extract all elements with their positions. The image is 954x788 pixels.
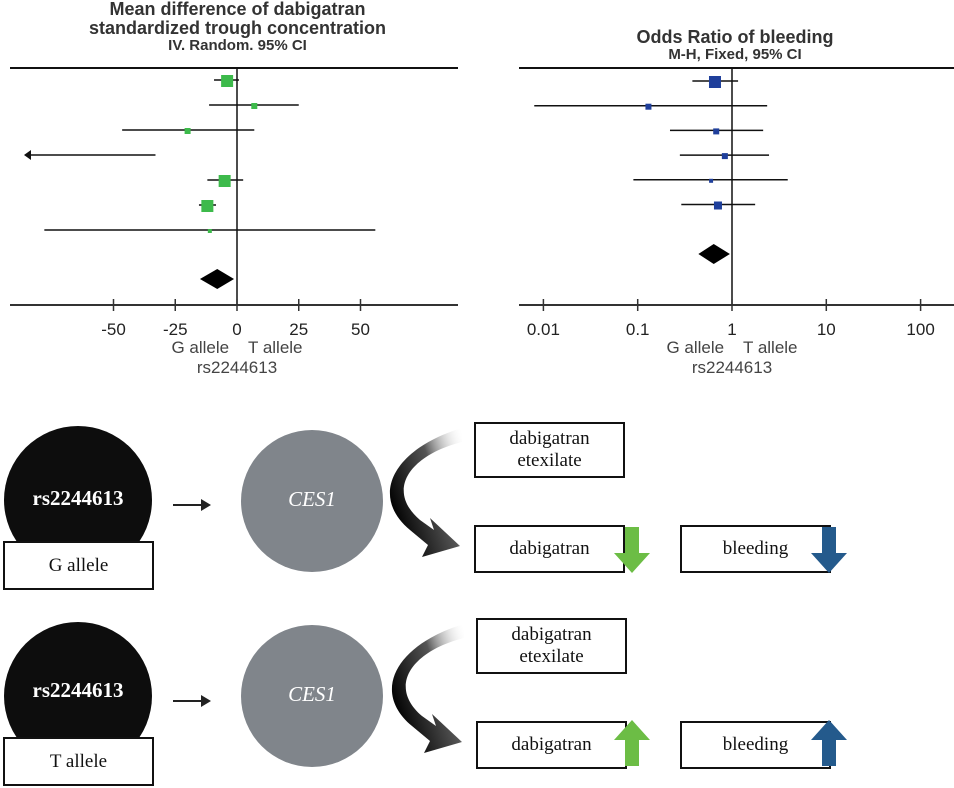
metabolite-box: dabigatran [474, 525, 625, 573]
chart-right-label-t: T allele [743, 338, 798, 357]
allele-box: T allele [3, 737, 154, 786]
x-tick-label: 10 [817, 320, 836, 339]
arrow-right-icon [173, 499, 211, 511]
chart-right-title-line1: Odds Ratio of bleeding [636, 27, 834, 47]
chart-right-label-snp: rs2244613 [691, 358, 773, 377]
chart-right-label-g: G allele [666, 338, 725, 357]
study-marker [645, 103, 652, 110]
chart-left-title: Mean difference of dabigatran standardiz… [40, 0, 435, 54]
x-tick-label: 25 [289, 320, 308, 339]
gene-circle: CES1 [241, 430, 383, 572]
study-marker [201, 200, 214, 212]
study-marker [207, 229, 212, 233]
x-tick-label: 1 [727, 320, 736, 339]
chart-left-title-line3: IV. Random. 95% CI [168, 36, 307, 54]
study-marker [218, 175, 231, 187]
study-marker [713, 201, 722, 210]
prodrug-box: dabigatran etexilate [474, 422, 625, 478]
x-tick-label: 0 [232, 320, 241, 339]
offscale-arrow-icon [24, 150, 31, 160]
x-tick-label: -25 [163, 320, 188, 339]
chart-left-title-line2: standardized trough concentration [88, 17, 387, 38]
metabolite-box: dabigatran [476, 721, 627, 769]
chart-left-label-snp: rs2244613 [196, 358, 278, 377]
x-tick-label: 0.1 [626, 320, 650, 339]
chart-left-xlabel: G allele T allele rs2244613 [137, 338, 337, 378]
chart-left-label-g: G allele [171, 338, 230, 357]
x-tick-label: 0.01 [527, 320, 560, 339]
gene-circle: CES1 [241, 625, 383, 767]
study-marker [713, 128, 720, 135]
gene-label: CES1 [288, 487, 336, 511]
outcome-box: bleeding [680, 525, 831, 573]
study-marker [709, 178, 714, 183]
outcome-box: bleeding [680, 721, 831, 769]
x-tick-label: 100 [906, 320, 934, 339]
chart-right-xlabel: G allele T allele rs2244613 [632, 338, 832, 378]
pooled-diamond [698, 244, 730, 264]
allele-box: G allele [3, 541, 154, 590]
x-tick-label: -50 [101, 320, 126, 339]
snp-label: rs2244613 [32, 678, 124, 702]
study-marker [184, 128, 191, 134]
study-marker [221, 75, 234, 87]
study-marker [708, 76, 721, 88]
snp-label: rs2244613 [32, 486, 124, 510]
forest-plots: -50 -25 0 25 50 0.01 0.1 1 10 100 [10, 67, 954, 339]
chart-left-title-line1: Mean difference of dabigatran [109, 0, 366, 19]
gene-label: CES1 [288, 682, 336, 706]
curved-arrow-icon [389, 428, 462, 557]
pooled-diamond [199, 269, 235, 289]
study-marker [251, 103, 258, 109]
curved-arrow-icon [391, 624, 464, 753]
x-tick-label: 50 [351, 320, 370, 339]
chart-right-title: Odds Ratio of bleeding M-H, Fixed, 95% C… [560, 28, 910, 63]
arrow-right-icon [173, 695, 211, 707]
study-marker [721, 153, 728, 160]
chart-left-label-t: T allele [248, 338, 303, 357]
chart-right-title-line2: M-H, Fixed, 95% CI [668, 45, 802, 63]
prodrug-box: dabigatran etexilate [476, 618, 627, 674]
